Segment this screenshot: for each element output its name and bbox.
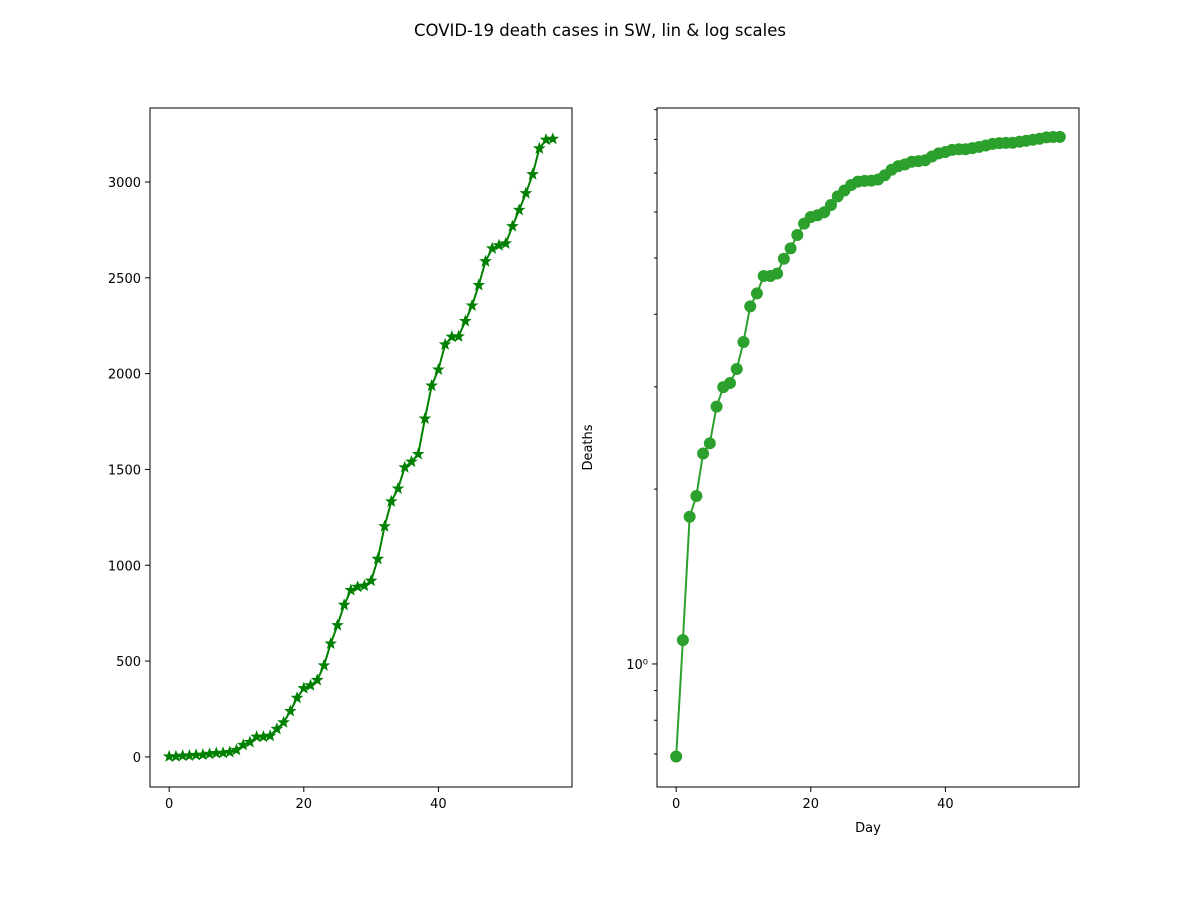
data-point: [526, 167, 539, 180]
data-point: [371, 552, 385, 565]
data-point: [479, 254, 492, 267]
y-tick-label: 10⁰: [626, 658, 648, 673]
data-point: [297, 681, 311, 694]
data-point: [771, 267, 784, 280]
x-tick-label: 40: [430, 797, 447, 812]
data-point: [1053, 130, 1066, 143]
y-tick-label: 3000: [108, 176, 141, 191]
data-point: [744, 300, 757, 313]
data-point: [337, 598, 351, 611]
y-tick-label: 500: [116, 655, 141, 670]
data-point: [364, 574, 378, 587]
data-point: [670, 750, 683, 763]
x-tick-label: 20: [296, 797, 313, 812]
data-point: [384, 494, 398, 507]
data-point: [438, 337, 452, 350]
data-point: [324, 636, 338, 650]
data-point: [683, 510, 696, 523]
data-point: [724, 377, 737, 390]
y-tick-label: 0: [133, 751, 141, 766]
x-axis-label: Day: [855, 821, 881, 836]
x-tick-label: 40: [937, 797, 954, 812]
data-point: [378, 519, 391, 532]
data-point: [690, 490, 703, 503]
data-point: [425, 379, 438, 392]
figure-title: COVID-19 death cases in SW, lin & log sc…: [414, 21, 786, 40]
data-point: [391, 481, 405, 494]
data-point: [405, 455, 418, 468]
data-point: [331, 618, 344, 631]
data-point: [737, 335, 750, 348]
data-point: [418, 412, 432, 425]
data-point: [750, 287, 763, 300]
y-axis-label: Deaths: [581, 424, 596, 470]
data-point: [310, 673, 324, 686]
data-point: [703, 437, 716, 450]
data-point: [277, 715, 290, 728]
data-point: [777, 252, 790, 265]
data-point: [546, 132, 560, 145]
data-point: [472, 278, 486, 291]
y-tick-label: 2500: [108, 272, 141, 287]
data-point: [452, 329, 465, 342]
axes-frame: [149, 107, 573, 788]
y-tick-label: 1000: [108, 559, 141, 574]
data-point: [824, 198, 837, 211]
data-point: [317, 658, 331, 671]
data-point: [411, 447, 425, 460]
data-point: [676, 634, 689, 647]
data-point: [284, 704, 297, 717]
axes-frame: [656, 107, 1080, 788]
data-point: [710, 400, 723, 413]
y-tick-label: 1500: [108, 463, 141, 478]
y-tick-label: 2000: [108, 368, 141, 383]
data-point: [697, 447, 710, 460]
data-point: [512, 203, 526, 216]
data-point: [236, 738, 250, 751]
x-tick-label: 0: [165, 797, 173, 812]
data-point: [458, 314, 472, 327]
x-tick-label: 20: [803, 797, 820, 812]
data-point: [270, 722, 284, 735]
data-point: [519, 186, 533, 199]
x-tick-label: 0: [672, 797, 680, 812]
data-point: [485, 241, 499, 254]
data-point: [263, 729, 277, 742]
data-point: [506, 219, 519, 232]
data-point: [784, 242, 797, 255]
data-point: [290, 691, 304, 704]
data-point: [791, 229, 804, 242]
data-point: [432, 362, 445, 375]
data-point: [499, 236, 513, 249]
data-point: [465, 298, 479, 311]
data-point: [730, 363, 743, 376]
data-point: [533, 141, 546, 154]
